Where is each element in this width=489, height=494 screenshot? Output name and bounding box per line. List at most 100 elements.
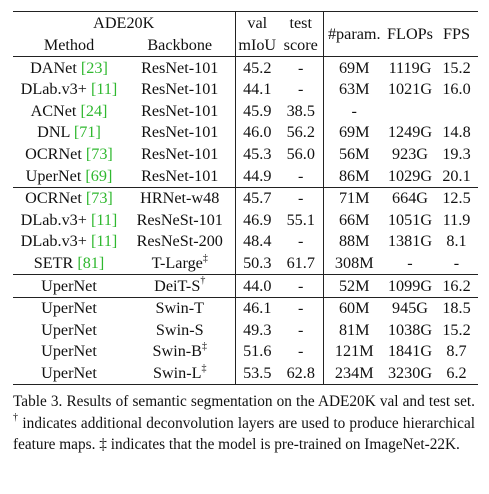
fps-cell: 20.1 (442, 166, 471, 185)
test-score-cell: 38.5 (286, 101, 315, 120)
val-header-top: val (234, 11, 279, 34)
val-miou-cell: 51.6 (234, 340, 279, 363)
method-cell: UperNet (13, 341, 125, 363)
flops-cell: 1038G (387, 320, 433, 339)
backbone-name: Swin-S (155, 320, 204, 339)
table-row: DLab.v3+ [11] ResNet-101 44.1-63M 1021G 16.0 (13, 78, 478, 101)
flops-cell (385, 100, 435, 122)
val-miou-cell: 44.0 (234, 273, 279, 298)
citation-link[interactable]: [24] (80, 101, 108, 120)
citation-link[interactable]: [23] (80, 58, 108, 77)
backbone-name: T-Large (151, 254, 203, 273)
test-score-cell: - (279, 296, 323, 320)
caption-text-2: indicates additional deconvolution layer… (13, 414, 475, 454)
flops-cell: 923G (392, 145, 428, 164)
params-cell: 56M (322, 143, 385, 165)
table-row: DANet [23] ResNet-101 45.2-69M 1119G 15.2 (13, 55, 478, 79)
table-row: ACNet [24] ResNet-101 45.9 38.5- (13, 100, 478, 122)
flops-cell: 1249G (387, 123, 433, 142)
fps-cell: 14.8 (442, 123, 471, 142)
citation-link[interactable]: [11] (90, 232, 118, 251)
test-score-cell: - (279, 273, 323, 298)
test-score-cell: 55.1 (286, 210, 315, 229)
fps-header: FPS (435, 11, 478, 57)
fps-cell: 16.0 (442, 80, 471, 99)
table-row: DLab.v3+ [11] ResNeSt-200 48.4-88M 1381G 8.1 (13, 230, 478, 253)
table-header: ADE20K val test #param. FLOPs FPS Method… (13, 11, 478, 57)
val-miou-cell: 45.9 (234, 100, 279, 122)
test-score-cell: 61.7 (286, 254, 315, 273)
fps-cell: 11.9 (442, 210, 471, 229)
flops-header: FLOPs (385, 11, 435, 57)
backbone-name: ResNet-101 (141, 145, 219, 164)
citation-link[interactable]: [71] (73, 123, 101, 142)
backbone-cell: DeiT-S† (125, 273, 235, 298)
val-miou-cell: 50.3 (234, 252, 279, 275)
backbone-name: ResNet-101 (141, 58, 219, 77)
fps-cell: 8.1 (446, 232, 467, 251)
method-cell: OCRNet [73] (13, 143, 125, 165)
backbone-name: HRNet-w48 (140, 189, 220, 208)
backbone-name: ResNet-101 (141, 101, 219, 120)
val-miou-cell: 53.5 (234, 362, 279, 385)
params-cell: 308M (322, 252, 385, 275)
params-cell: 60M (322, 296, 385, 320)
fps-cell: 19.3 (442, 145, 471, 164)
citation-link[interactable]: [81] (77, 254, 105, 273)
method-cell: ACNet [24] (13, 100, 125, 122)
flops-cell: 1119G (385, 55, 435, 79)
flops-cell: 1029G (387, 166, 433, 185)
citation-link[interactable]: [73] (85, 189, 113, 208)
backbone-name: ResNet-101 (141, 123, 219, 142)
citation-link[interactable]: [11] (90, 210, 118, 229)
params-cell: - (322, 100, 385, 122)
citation-link[interactable]: [73] (85, 145, 113, 164)
params-cell: 86M (322, 164, 385, 188)
backbone-name: ResNet-101 (141, 80, 219, 99)
method-name: SETR (33, 254, 74, 273)
table-body: DANet [23] ResNet-101 45.2-69M 1119G 15.2 DLa… (13, 55, 478, 385)
fps-cell: 15.2 (435, 55, 478, 79)
method-name: OCRNet (25, 189, 82, 208)
flops-cell: 1099G (385, 273, 435, 298)
backbone-name: ResNeSt-200 (136, 232, 223, 251)
citation-link[interactable]: [11] (90, 80, 118, 99)
fps-cell: 18.5 (435, 296, 478, 320)
citation-link[interactable]: [69] (85, 166, 113, 185)
val-miou-cell: 45.3 (234, 143, 279, 165)
val-miou-cell: 44.9 (234, 164, 279, 188)
backbone-cell: ResNet-101 (125, 79, 235, 101)
backbone-cell: ResNet-101 (125, 165, 235, 187)
val-miou-cell: 45.2 (234, 55, 279, 79)
method-name: DLab.v3+ (20, 210, 87, 229)
backbone-cell: ResNet-101 (125, 122, 235, 144)
params-cell: 52M (322, 273, 385, 298)
val-miou-cell: 46.9 (234, 209, 279, 231)
fps-cell: 6.2 (435, 362, 478, 385)
test-score-cell: - (298, 232, 304, 251)
table-row: DLab.v3+ [11] ResNeSt-101 46.9 55.1 66M 1051G… (13, 209, 478, 231)
method-cell: UperNet (13, 296, 125, 320)
params-cell: 71M (322, 186, 385, 210)
backbone-cell: ResNeSt-200 (125, 231, 235, 253)
results-table: ADE20K val test #param. FLOPs FPS Method… (13, 11, 478, 385)
method-name: UperNet (25, 166, 82, 185)
method-cell: OCRNet [73] (13, 186, 125, 210)
fps-cell: 12.5 (435, 186, 478, 210)
flops-cell: 1021G (387, 80, 433, 99)
val-miou-cell: 44.1 (234, 78, 279, 101)
method-name: UperNet (41, 342, 97, 361)
method-name: UperNet (41, 364, 97, 382)
params-cell: 121M (322, 340, 385, 363)
val-miou-cell: 48.4 (234, 230, 279, 253)
backbone-name: Swin-T (155, 299, 205, 318)
table-row: UperNet [69] ResNet-101 44.9-86M 1029G 20.1 (13, 164, 478, 188)
test-score-cell: - (298, 80, 304, 99)
backbone-footnote-mark: † (200, 275, 206, 287)
method-name: ACNet (30, 101, 77, 120)
params-cell: 66M (322, 209, 385, 231)
test-header-bottom: score (283, 35, 318, 54)
test-score-cell: - (279, 186, 323, 210)
backbone-name: Swin-B (152, 342, 202, 361)
